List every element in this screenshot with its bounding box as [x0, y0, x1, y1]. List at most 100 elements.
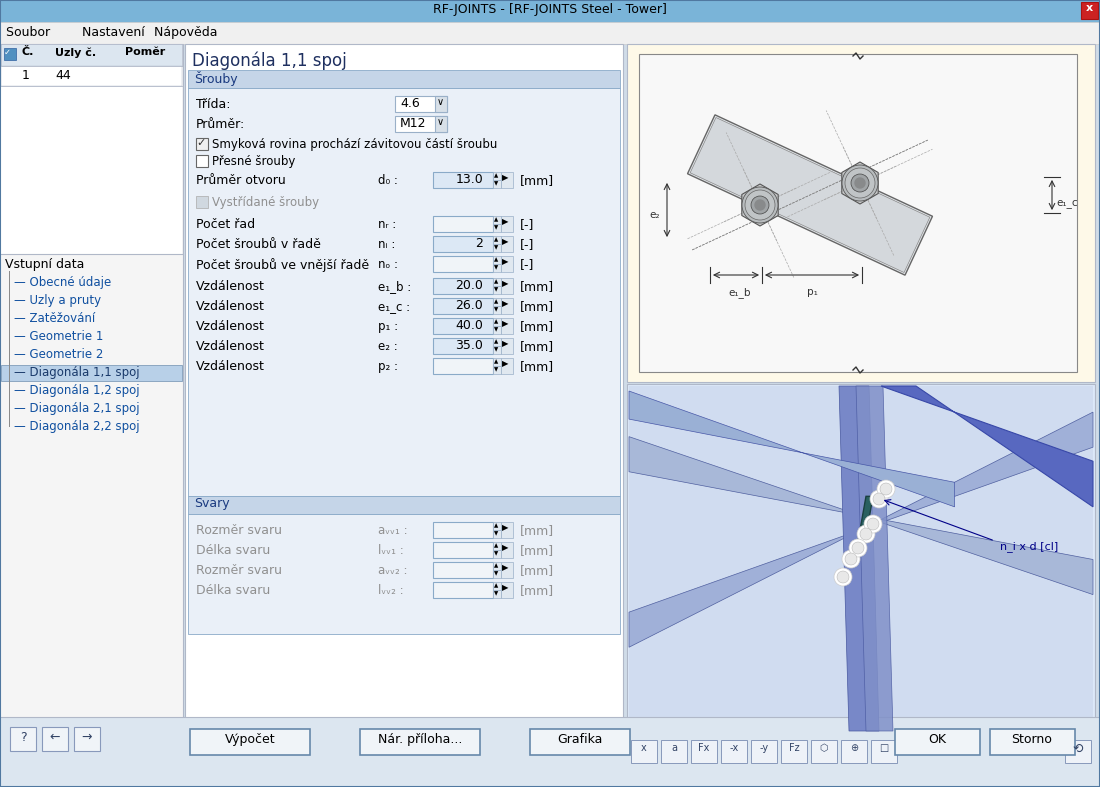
Bar: [42, 727, 68, 751]
Bar: [1, 86, 182, 254]
Text: ▼: ▼: [494, 245, 498, 250]
Text: Výpočet: Výpočet: [224, 733, 275, 746]
Text: p₁ :: p₁ :: [378, 320, 398, 333]
Bar: [493, 590, 500, 598]
Circle shape: [870, 490, 888, 508]
Text: ▶: ▶: [502, 523, 508, 532]
Polygon shape: [839, 386, 879, 731]
Text: ▶: ▶: [502, 237, 508, 246]
Text: p₂ :: p₂ :: [378, 360, 398, 373]
Text: [-]: [-]: [520, 258, 535, 271]
Circle shape: [842, 550, 860, 568]
Bar: [188, 496, 620, 514]
Circle shape: [880, 483, 892, 495]
Bar: [842, 740, 867, 763]
Text: ▲: ▲: [494, 563, 498, 568]
Bar: [500, 216, 513, 232]
Circle shape: [742, 187, 778, 223]
Text: ▼: ▼: [494, 287, 498, 292]
Bar: [493, 264, 500, 272]
Text: aᵥᵥ₂ :: aᵥᵥ₂ :: [378, 564, 407, 577]
Text: Délka svaru: Délka svaru: [196, 544, 271, 557]
Text: Soubor: Soubor: [2, 26, 51, 39]
Polygon shape: [842, 162, 878, 204]
Bar: [720, 740, 747, 763]
Bar: [1081, 2, 1098, 19]
Text: ▼: ▼: [494, 571, 498, 576]
Text: Nár. příloha...: Nár. příloha...: [377, 733, 462, 746]
Text: Vzdálenost: Vzdálenost: [196, 300, 265, 313]
Bar: [1065, 740, 1091, 763]
Text: Šrouby: Šrouby: [194, 71, 238, 86]
Text: ✓: ✓: [4, 48, 11, 57]
Polygon shape: [856, 497, 873, 552]
Circle shape: [755, 200, 764, 210]
Text: ▲: ▲: [494, 319, 498, 324]
Text: Grafika: Grafika: [558, 733, 603, 746]
Bar: [493, 256, 500, 264]
Text: M12: M12: [400, 117, 427, 130]
Circle shape: [852, 542, 864, 554]
Text: — Diagonála 1,2 spoj: — Diagonála 1,2 spoj: [14, 384, 140, 397]
Text: Storno: Storno: [1012, 733, 1053, 746]
Bar: [493, 236, 500, 244]
Bar: [493, 306, 500, 314]
Bar: [188, 514, 620, 634]
Bar: [500, 278, 513, 294]
Bar: [493, 318, 500, 326]
Text: 13.0: 13.0: [455, 173, 483, 186]
Text: ✓: ✓: [196, 138, 206, 148]
Circle shape: [860, 528, 872, 540]
Text: ▶: ▶: [502, 359, 508, 368]
Bar: [500, 256, 513, 272]
Circle shape: [855, 178, 865, 188]
Text: [mm]: [mm]: [520, 584, 554, 597]
Bar: [493, 582, 500, 590]
Text: 4.6: 4.6: [400, 97, 420, 110]
Text: [mm]: [mm]: [520, 174, 554, 187]
Circle shape: [751, 196, 769, 214]
Text: Vystřídané šrouby: Vystřídané šrouby: [212, 196, 319, 209]
Bar: [500, 562, 513, 578]
Text: Diagonála 1,1 spoj: Diagonála 1,1 spoj: [192, 52, 346, 71]
Text: ⊕: ⊕: [850, 743, 858, 753]
Bar: [1, 44, 182, 66]
Text: — Geometrie 1: — Geometrie 1: [14, 330, 103, 343]
Text: nᵢ :: nᵢ :: [378, 238, 395, 251]
Polygon shape: [741, 184, 778, 226]
Bar: [434, 116, 447, 132]
Text: Rozměr svaru: Rozměr svaru: [196, 564, 282, 577]
Bar: [0, 0, 1100, 22]
Bar: [433, 236, 493, 252]
Text: RF-JOINTS - [RF-JOINTS Steel - Tower]: RF-JOINTS - [RF-JOINTS Steel - Tower]: [433, 3, 667, 16]
Bar: [493, 358, 500, 366]
Text: Svary: Svary: [194, 497, 230, 510]
Circle shape: [845, 553, 857, 565]
Bar: [433, 542, 493, 558]
Bar: [188, 88, 620, 496]
Text: ▲: ▲: [494, 359, 498, 364]
Text: [mm]: [mm]: [520, 564, 554, 577]
Text: Fx: Fx: [698, 743, 710, 753]
Text: e₂: e₂: [649, 210, 660, 220]
Text: ▼: ▼: [494, 591, 498, 596]
Bar: [190, 729, 310, 755]
Bar: [10, 727, 36, 751]
Text: ▶: ▶: [502, 217, 508, 226]
Text: lᵥᵥ₂ :: lᵥᵥ₂ :: [378, 584, 404, 597]
Text: a: a: [671, 743, 676, 753]
Bar: [433, 298, 493, 314]
Text: ▶: ▶: [502, 173, 508, 182]
Bar: [500, 542, 513, 558]
Bar: [434, 96, 447, 112]
Text: Nápověda: Nápověda: [146, 26, 218, 39]
Bar: [433, 358, 493, 374]
Bar: [185, 44, 623, 742]
Bar: [360, 729, 480, 755]
Text: Vzdálenost: Vzdálenost: [196, 320, 265, 333]
Bar: [188, 70, 620, 88]
Text: ▲: ▲: [494, 173, 498, 178]
Bar: [871, 740, 896, 763]
Bar: [433, 172, 493, 188]
Bar: [493, 338, 500, 346]
